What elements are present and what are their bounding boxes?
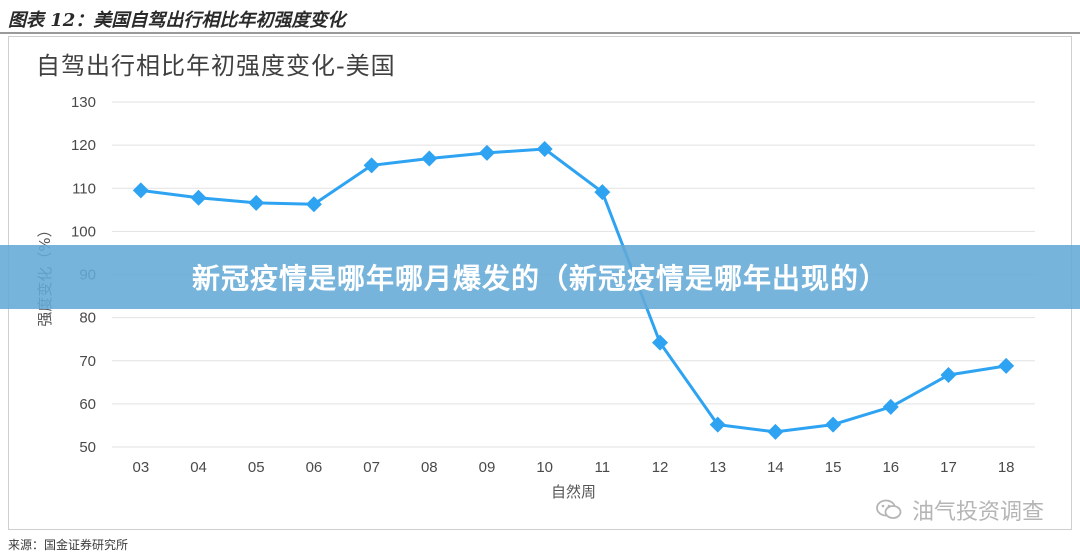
y-tick-label: 130 xyxy=(71,94,96,111)
x-tick-label: 17 xyxy=(940,459,957,476)
x-tick-label: 07 xyxy=(363,459,380,476)
data-point xyxy=(882,398,899,415)
x-tick-label: 16 xyxy=(882,459,899,476)
watermark: 油气投资调查 xyxy=(876,494,1044,526)
x-tick-label: 10 xyxy=(536,459,553,476)
source-note: 来源：国金证券研究所 xyxy=(8,538,129,552)
x-tick-label: 14 xyxy=(767,459,784,476)
y-tick-label: 80 xyxy=(79,310,96,327)
series-line xyxy=(140,147,1007,434)
data-point xyxy=(709,416,726,433)
y-tick-label: 110 xyxy=(72,180,96,197)
x-tick-label: 12 xyxy=(652,459,669,476)
x-tick-label: 05 xyxy=(248,459,265,476)
chart-title: 自驾出行相比年初强度变化-美国 xyxy=(36,52,396,80)
data-point xyxy=(998,357,1015,374)
data-point xyxy=(248,194,265,211)
y-tick-label: 100 xyxy=(71,223,96,240)
overlay-title: 新冠疫情是哪年哪月爆发的（新冠疫情是哪年出现的） xyxy=(191,262,888,295)
data-point xyxy=(940,366,957,383)
figure-label: 图表 12：美国自驾出行相比年初强度变化 xyxy=(8,10,346,31)
y-tick-label: 50 xyxy=(79,439,96,456)
data-point xyxy=(421,150,438,167)
x-axis-title: 自然周 xyxy=(551,483,596,501)
x-tick-label: 13 xyxy=(709,459,726,476)
x-tick-label: 06 xyxy=(306,459,323,476)
x-tick-label: 18 xyxy=(998,459,1015,476)
data-point xyxy=(190,189,207,206)
x-tick-label: 03 xyxy=(133,459,150,476)
watermark-text: 油气投资调查 xyxy=(911,500,1044,525)
data-point xyxy=(305,196,322,213)
x-tick-label: 09 xyxy=(479,459,496,476)
x-tick-label: 04 xyxy=(190,459,207,476)
wechat-icon xyxy=(876,499,902,519)
y-tick-label: 60 xyxy=(79,396,96,413)
data-point xyxy=(825,416,842,433)
y-tick-label: 120 xyxy=(71,137,96,154)
x-tick-label: 11 xyxy=(595,459,611,476)
data-point xyxy=(767,423,784,440)
data-point xyxy=(652,334,669,351)
data-point xyxy=(594,184,611,201)
data-point xyxy=(363,157,380,174)
y-tick-label: 70 xyxy=(79,353,96,370)
figure-header: 图表 12：美国自驾出行相比年初强度变化 xyxy=(0,0,1080,34)
data-point xyxy=(478,144,495,161)
x-tick-label: 08 xyxy=(421,459,438,476)
overlay-banner: 新冠疫情是哪年哪月爆发的（新冠疫情是哪年出现的） xyxy=(0,245,1080,309)
data-point xyxy=(132,182,149,199)
data-point xyxy=(536,141,553,158)
x-tick-label: 15 xyxy=(825,459,842,476)
